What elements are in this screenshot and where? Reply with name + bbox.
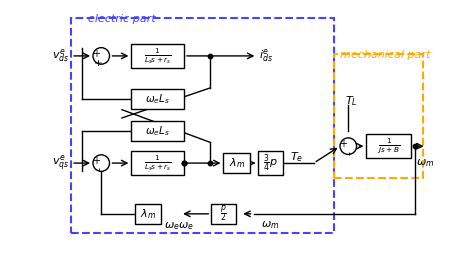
Text: $T_e$: $T_e$ (290, 151, 303, 164)
Circle shape (93, 155, 109, 171)
Circle shape (93, 48, 109, 64)
Circle shape (339, 138, 356, 155)
Text: $T_L$: $T_L$ (344, 94, 357, 108)
Text: $\omega_e$: $\omega_e$ (178, 220, 193, 232)
Text: $i_{ds}^{e}$: $i_{ds}^{e}$ (258, 47, 273, 64)
Bar (334, 54, 422, 178)
Text: +: + (91, 156, 99, 166)
Text: +: + (338, 139, 346, 149)
Bar (131, 151, 184, 175)
Text: +: + (94, 58, 104, 66)
Text: $\lambda_m$: $\lambda_m$ (140, 207, 156, 221)
Text: $v_{ds}^{e}$: $v_{ds}^{e}$ (52, 47, 69, 64)
Text: $\omega_m$: $\omega_m$ (261, 219, 279, 231)
Bar (258, 151, 282, 175)
Bar (71, 18, 334, 233)
Text: $\omega_e$: $\omega_e$ (163, 220, 179, 232)
Text: electric part: electric part (88, 14, 156, 24)
Bar (131, 44, 184, 68)
Text: $\frac{1}{L_s s+r_s}$: $\frac{1}{L_s s+r_s}$ (144, 46, 171, 66)
Bar (131, 121, 184, 142)
Bar (223, 153, 249, 173)
Text: $\omega_e L_s$: $\omega_e L_s$ (145, 92, 170, 106)
Text: mechanical part: mechanical part (339, 50, 430, 60)
Bar (131, 89, 184, 110)
Text: $\frac{1}{Js+B}$: $\frac{1}{Js+B}$ (377, 137, 399, 156)
Bar (135, 203, 161, 224)
Text: $\lambda_m$: $\lambda_m$ (228, 156, 244, 170)
Text: +: + (91, 49, 99, 59)
Text: $i_{qs}^{e}$: $i_{qs}^{e}$ (258, 153, 273, 173)
Text: $v_{qs}^{e}$: $v_{qs}^{e}$ (52, 153, 69, 173)
Bar (211, 203, 235, 224)
Text: $\frac{3}{4}p$: $\frac{3}{4}p$ (262, 152, 278, 174)
Text: $\frac{p}{2}$: $\frac{p}{2}$ (219, 204, 227, 224)
Text: -: - (343, 151, 353, 155)
Text: $\omega_e L_s$: $\omega_e L_s$ (145, 124, 170, 138)
Text: -: - (94, 168, 104, 172)
Text: $\omega_m$: $\omega_m$ (415, 157, 434, 169)
Text: $\frac{1}{L_s s+r_s}$: $\frac{1}{L_s s+r_s}$ (144, 153, 171, 173)
Bar (366, 134, 411, 158)
